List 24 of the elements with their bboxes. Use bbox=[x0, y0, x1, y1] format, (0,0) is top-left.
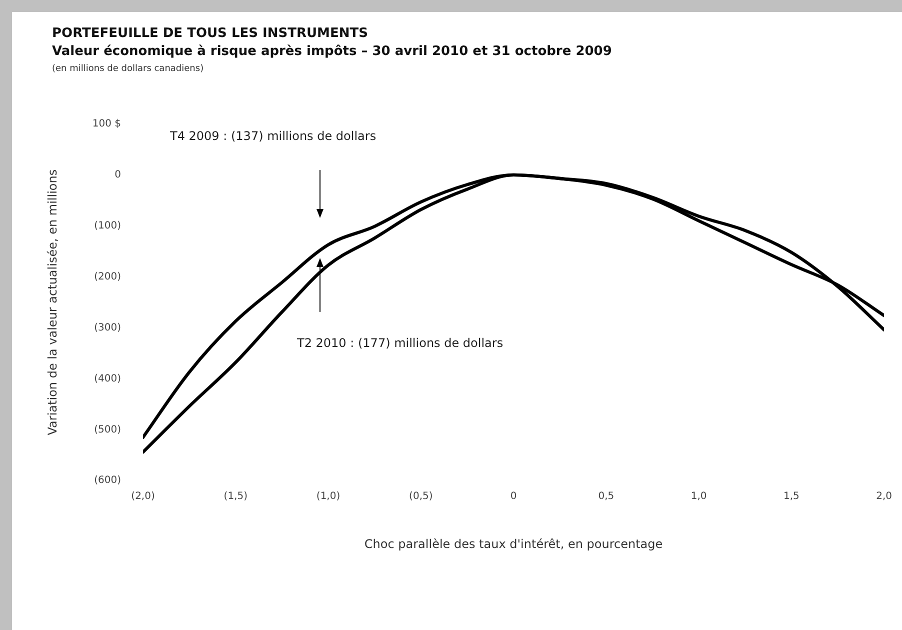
y-tick-label: (300) bbox=[94, 322, 122, 334]
text: (en millions de dollars canadiens) bbox=[52, 64, 204, 74]
y-tick-label: (200) bbox=[94, 271, 122, 282]
x-tick-label: 1,5 bbox=[783, 491, 800, 502]
y-tick-label: (500) bbox=[94, 424, 122, 436]
annotation: T2 2010 : (177) millions de dollars bbox=[297, 336, 504, 350]
x-tick-label: 1,0 bbox=[690, 491, 707, 502]
y-tick-label: 100 $ bbox=[92, 118, 122, 130]
x-tick-label: 0,5 bbox=[598, 491, 614, 502]
x-tick-label: 2,0 bbox=[876, 491, 892, 502]
y-tick-label: (100) bbox=[94, 220, 122, 232]
x-tick-label: 0 bbox=[510, 491, 517, 502]
annotation: T4 2009 : (137) millions de dollars bbox=[170, 129, 376, 143]
x-tick-label: (0,5) bbox=[409, 491, 433, 502]
x-tick-label: (1,5) bbox=[224, 491, 248, 502]
y-tick-label: (400) bbox=[94, 373, 122, 384]
y-axis-title: Variation de la valeur actualisée, en millions bbox=[45, 169, 60, 436]
x-axis-title: Choc parallèle des taux d'intérêt, en pourcentage bbox=[364, 536, 663, 551]
y-tick-label: 0 bbox=[114, 170, 122, 181]
chart-subtitle: Valeur économique à risque après impôts – 30 avril 2010 et 31 octobre 2009 bbox=[52, 44, 612, 59]
x-tick-label: (1,0) bbox=[316, 491, 340, 502]
y-tick-label: (600) bbox=[94, 475, 122, 486]
x-tick-label: (2,0) bbox=[131, 491, 155, 502]
chart-title: PORTEFEUILLE DE TOUS LES INSTRUMENTS bbox=[52, 26, 368, 41]
